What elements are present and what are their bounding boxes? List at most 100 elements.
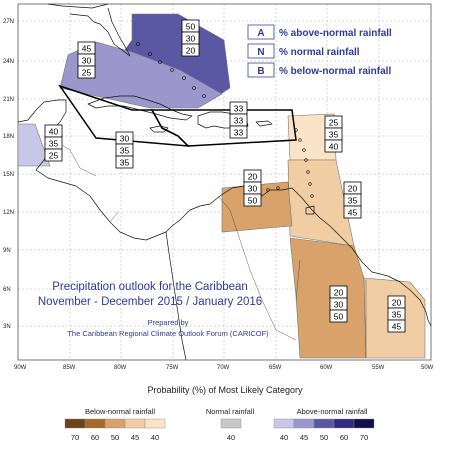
coast-puerto-rico [255,120,273,127]
island [192,86,196,90]
island [136,42,140,46]
graticule [18,4,431,360]
scale-swatch-below [64,418,86,429]
prob-value: 35 [120,146,130,156]
scale-value-above: 40 [280,433,288,442]
map-title-line1: Precipitation outlook for the Caribbean [52,281,248,293]
island [302,148,306,152]
prob-cell [115,155,134,169]
island [170,68,174,72]
scale-title: Probability (%) of Most Likely Category [147,385,303,395]
prob-value: 20 [392,298,402,308]
prob-value: 20 [348,184,358,194]
lat-label: 15N [3,172,14,178]
scale-swatches: 70 60 50 45 40 40 40 45 50 60 70 [64,418,375,442]
prob-cell [343,205,362,219]
scale-swatch-below [124,418,146,429]
forecast-zones [17,13,426,359]
coastlines [17,3,432,361]
prob-value: 40 [329,142,339,152]
prob-value: 30 [334,300,344,310]
prob-box-abc-islands: 20 30 50 [243,169,262,207]
prob-value: 50 [186,22,196,32]
lat-label: 24N [3,59,14,65]
key-text-a: % above-normal rainfall [279,28,392,39]
zone-greater-antilles-east [150,109,297,147]
island [266,188,270,192]
scale-swatch-above [333,418,355,429]
zone-west-belize [17,123,51,167]
prob-value: 33 [234,128,244,138]
prob-box-guyana: 20 30 50 [329,285,348,323]
scale-value-above: 60 [340,433,348,442]
lat-labels: 27N 24N 21N 18N 15N 12N 9N 6N 3N [3,19,14,330]
prob-box-greater-antilles-west: 30 35 35 [115,131,134,169]
prob-value: 35 [348,196,358,206]
island [182,76,186,80]
prob-cell [243,193,262,207]
prob-value: 20 [248,172,258,182]
scale-below-title: Below-normal rainfall [85,407,155,416]
lat-label: 27N [3,19,14,25]
scale-value-below: 50 [111,433,119,442]
prob-value: 50 [334,312,344,322]
lon-label: 75W [166,365,179,371]
island [304,158,308,162]
island [310,194,314,198]
scale-value-below: 40 [151,433,159,442]
prob-value: 45 [82,44,92,54]
prob-value: 30 [248,184,258,194]
island [306,170,310,174]
scale-above-title: Above-normal rainfall [297,407,368,416]
prob-cell [181,43,200,57]
small-islands [136,42,314,198]
prob-cell [229,125,248,139]
prob-box-leeward-islands: 25 35 40 [324,115,343,153]
prob-value: 33 [234,104,244,114]
lat-label: 12N [3,210,14,216]
prob-value: 20 [186,46,196,56]
lat-label: 18N [3,134,14,140]
prob-value: 33 [234,116,244,126]
lon-labels: 90W 85W 80W 75W 70W 65W 60W 55W 50W [14,365,434,371]
prob-cell [329,309,348,323]
lat-label: 21N [3,97,14,103]
scale-swatch-above [353,418,375,429]
zone-north-central [59,41,223,109]
island [202,94,206,98]
scale-value-above: 50 [320,433,328,442]
lon-label: 85W [63,365,76,371]
scale-swatch-normal [220,418,242,429]
antilles-zone-outlines [58,84,297,147]
island [276,186,280,190]
scale-value-above: 45 [300,433,308,442]
scale-swatch-below [84,418,106,429]
scale-normal-title: Normal rainfall [206,407,255,416]
lon-label: 50W [421,365,434,371]
prob-cell [324,139,343,153]
prob-cell [387,319,406,333]
lon-label: 60W [320,365,333,371]
scale-value-normal: 40 [227,433,235,442]
prob-value: 25 [329,118,339,128]
key-text-n: % normal rainfall [279,47,360,58]
border [53,139,367,358]
prob-value: 40 [49,127,59,137]
lon-label: 90W [14,365,27,371]
prob-value: 35 [392,310,402,320]
key-text-b: % below-normal rainfall [279,66,391,77]
scale-value-below: 70 [71,433,79,442]
prob-box-north-central: 45 30 25 [77,41,96,79]
scale-value-below: 60 [91,433,99,442]
key-box-a [247,24,275,40]
prob-box-west-belize: 40 35 25 [44,124,63,162]
coast-florida [47,3,131,57]
island [308,182,312,186]
prob-cell [44,148,63,162]
prob-value: 35 [329,130,339,140]
coast-trinidad [305,205,315,215]
scale-swatch-above [293,418,315,429]
prob-value: 25 [49,151,59,161]
prob-value: 45 [392,322,402,332]
